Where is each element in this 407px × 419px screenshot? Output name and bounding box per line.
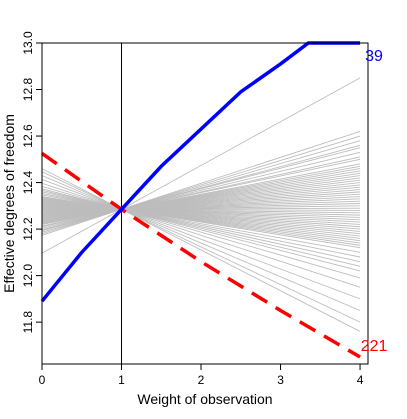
x-axis: 0 1 2 3 4	[39, 364, 364, 387]
y-tick-label: 12.4	[21, 171, 35, 195]
series-39-end-label: 39	[365, 48, 383, 65]
background-series-line	[41, 140, 361, 233]
x-tick-label: 3	[277, 373, 284, 387]
background-series-line	[41, 158, 361, 227]
background-series-line	[41, 189, 361, 267]
y-axis: 11.8 12.0 12.2 12.4 12.6 12.8 13.0	[21, 31, 42, 333]
y-tick-label: 12.2	[21, 217, 35, 241]
background-series-line	[41, 151, 361, 229]
series-221-end-label: 221	[361, 338, 388, 355]
background-series-line	[41, 130, 361, 236]
x-tick-label: 0	[39, 373, 46, 387]
background-series-line	[41, 192, 361, 258]
y-tick-label: 11.8	[21, 311, 35, 334]
background-series-group	[41, 77, 361, 332]
background-series-line	[41, 168, 361, 332]
background-series-line	[41, 186, 361, 279]
plot-frame	[41, 42, 369, 365]
x-tick-label: 2	[198, 373, 205, 387]
x-axis-title: Weight of observation	[137, 391, 272, 407]
y-tick-label: 12.6	[21, 124, 35, 148]
background-series-line	[41, 135, 361, 235]
background-series-line	[41, 175, 361, 311]
x-tick-label: 4	[357, 373, 364, 387]
background-series-line	[41, 196, 361, 249]
y-tick-label: 12.8	[21, 78, 35, 102]
background-series-line	[41, 179, 361, 300]
background-series-line	[41, 77, 361, 254]
y-tick-label: 13.0	[21, 31, 35, 55]
background-series-line	[41, 188, 361, 272]
background-series-line	[41, 147, 361, 231]
background-series-line	[41, 171, 361, 323]
background-series-line	[41, 194, 361, 253]
y-axis-title: Effective degrees of freedom	[1, 114, 17, 293]
series-39-line	[40, 41, 361, 303]
background-series-line	[41, 191, 361, 263]
x-tick-label: 1	[118, 373, 125, 387]
background-series-line	[41, 182, 361, 288]
series-221-line	[40, 152, 361, 359]
y-tick-label: 12.0	[21, 264, 35, 288]
